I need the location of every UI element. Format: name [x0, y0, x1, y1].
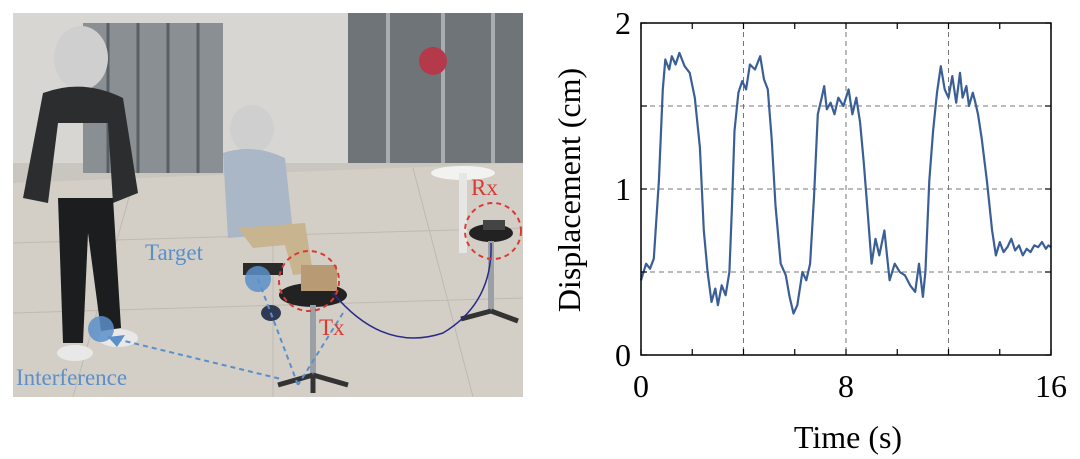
- rx-circle: [464, 202, 522, 260]
- walking-person: [23, 26, 138, 361]
- y-tick-label-2: 2: [615, 5, 631, 41]
- x-tick-label-2: 16: [1035, 368, 1067, 404]
- chart-series: [639, 51, 1052, 315]
- seated-person: [223, 105, 313, 321]
- x-axis-label: Time (s): [794, 419, 902, 455]
- experiment-photo: Target Interference Tx Rx: [13, 13, 523, 397]
- wall-logo: [419, 47, 447, 75]
- x-tick-label-1: 8: [838, 368, 854, 404]
- target-label: Target: [145, 240, 204, 265]
- chart-grid: [641, 23, 1051, 355]
- interference-label: Interference: [16, 365, 127, 390]
- tx-circle: [278, 250, 340, 312]
- tx-device: [301, 265, 337, 291]
- tx-chair: [277, 265, 349, 393]
- series-line-0: [639, 51, 1052, 315]
- y-tick-label-0: 0: [615, 337, 631, 373]
- y-tick-label-1: 1: [615, 171, 631, 207]
- chart-ticks: 0 8 16 0 1 2: [615, 5, 1067, 404]
- rx-label: Rx: [471, 175, 498, 200]
- x-tick-label-0: 0: [633, 368, 649, 404]
- window-wall: [348, 13, 523, 163]
- displacement-chart: 0 8 16 0 1 2 Time (s) Displacement (cm): [551, 5, 1067, 455]
- rx-device: [483, 220, 505, 230]
- cable: [332, 242, 492, 339]
- y-axis-label: Displacement (cm): [551, 68, 587, 312]
- tx-label: Tx: [319, 315, 345, 340]
- reflection-paths: [107, 278, 344, 386]
- rx-chair: [460, 220, 519, 324]
- interference-marker: [88, 316, 114, 342]
